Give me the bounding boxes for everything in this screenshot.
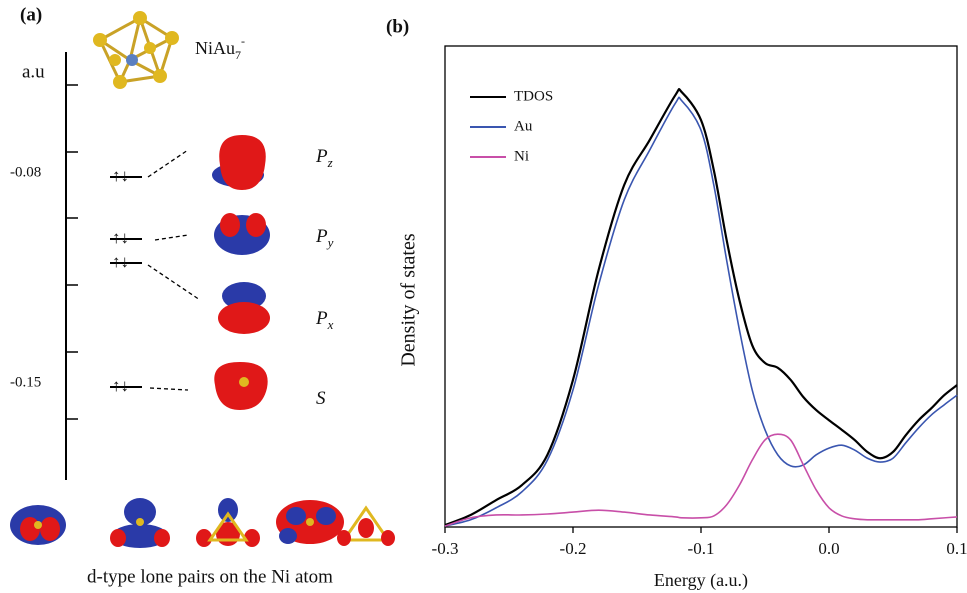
x-tick-label: 0.0 xyxy=(818,539,839,558)
y-axis-label: Density of states xyxy=(398,233,420,367)
orbital-letter: S xyxy=(316,388,326,409)
orbital-letter: P xyxy=(315,226,328,247)
x-tick-label: -0.2 xyxy=(560,539,587,558)
molecule xyxy=(93,11,179,89)
panel-label: (b) xyxy=(386,16,409,37)
orbital-letter: P xyxy=(315,146,328,167)
svg-text:↑↓: ↑↓ xyxy=(112,376,129,395)
caption: d-type lone pairs on the Ni atom xyxy=(87,566,333,587)
lone-pair-images xyxy=(10,498,395,548)
legend-label: TDOS xyxy=(514,88,553,104)
energy-levels: ↑↓ ↑↓ ↑↓ ↑↓ xyxy=(110,149,201,395)
orbital-sub: z xyxy=(327,155,333,170)
x-tick-label: 0.1 xyxy=(946,539,967,558)
molecule-label: NiAu7- xyxy=(195,34,245,62)
formula-sup: - xyxy=(241,34,245,48)
panel-label: (a) xyxy=(20,4,42,25)
formula-sub: 7 xyxy=(235,48,241,62)
orbital-label: Px xyxy=(315,308,334,332)
orbital-sub: y xyxy=(326,235,334,250)
svg-text:↑↓: ↑↓ xyxy=(112,228,129,247)
series-line xyxy=(444,87,958,527)
level-label: -0.15 xyxy=(10,374,41,390)
level-label: -0.08 xyxy=(10,164,41,180)
series-line xyxy=(444,433,958,527)
formula: NiAu xyxy=(195,38,235,58)
orbital-label: Py xyxy=(315,226,334,250)
x-tick-label: -0.3 xyxy=(432,539,459,558)
orbital-sub: x xyxy=(327,317,334,332)
legend-label: Ni xyxy=(514,148,529,164)
orbital-letter: P xyxy=(315,308,328,329)
orbital-images xyxy=(212,135,270,410)
x-tick-label: -0.1 xyxy=(688,539,715,558)
axis-unit: a.u xyxy=(22,61,45,82)
series-line xyxy=(444,96,958,527)
svg-text:↑↓: ↑↓ xyxy=(112,252,129,271)
legend-label: Au xyxy=(514,118,533,134)
x-axis-label: Energy (a.u.) xyxy=(654,570,748,591)
orbital-label: Pz xyxy=(315,146,333,170)
svg-text:↑↓: ↑↓ xyxy=(112,166,129,185)
axis-ticks xyxy=(66,84,78,420)
orbital-label: S xyxy=(316,388,326,409)
